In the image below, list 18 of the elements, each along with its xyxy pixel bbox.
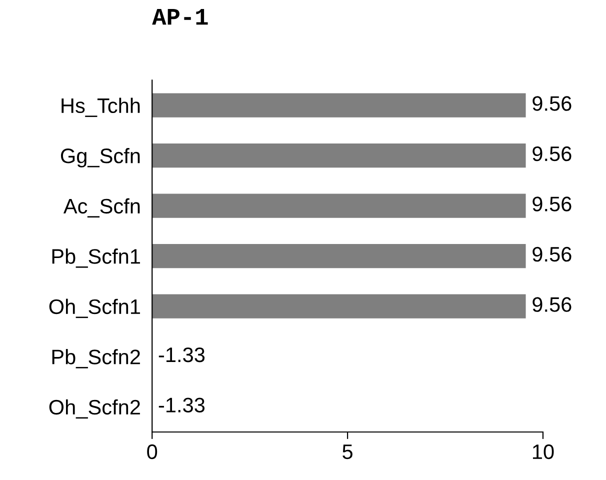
data-label: 9.56 bbox=[532, 146, 572, 162]
text: -1.33 bbox=[158, 398, 205, 412]
y-tick-label: Oh_Scfn2 bbox=[49, 399, 140, 419]
chart-title: AP-1 bbox=[152, 9, 208, 25]
x-tick-label: 10 bbox=[532, 444, 554, 460]
data-label: 9.56 bbox=[532, 297, 572, 312]
y-tick-label: Oh_Scfn1 bbox=[49, 298, 140, 318]
y-tick-label: Ac_Scfn bbox=[63, 198, 140, 218]
text: -1.33 bbox=[158, 347, 205, 362]
data-label: 9.56 bbox=[532, 246, 572, 262]
y-tick-label: Gg_Scfn bbox=[60, 148, 140, 168]
y-tick-label: Pb_Scfn2 bbox=[52, 349, 140, 368]
x-tick-label: 0 bbox=[147, 444, 158, 460]
y-tick-label: Pb_Scfn1 bbox=[52, 248, 140, 268]
data-label: 9.56 bbox=[532, 196, 572, 212]
x-tick-label: 5 bbox=[342, 444, 352, 460]
y-tick-label: Hs_Tchh bbox=[62, 98, 140, 117]
data-label: 9.56 bbox=[532, 96, 572, 111]
